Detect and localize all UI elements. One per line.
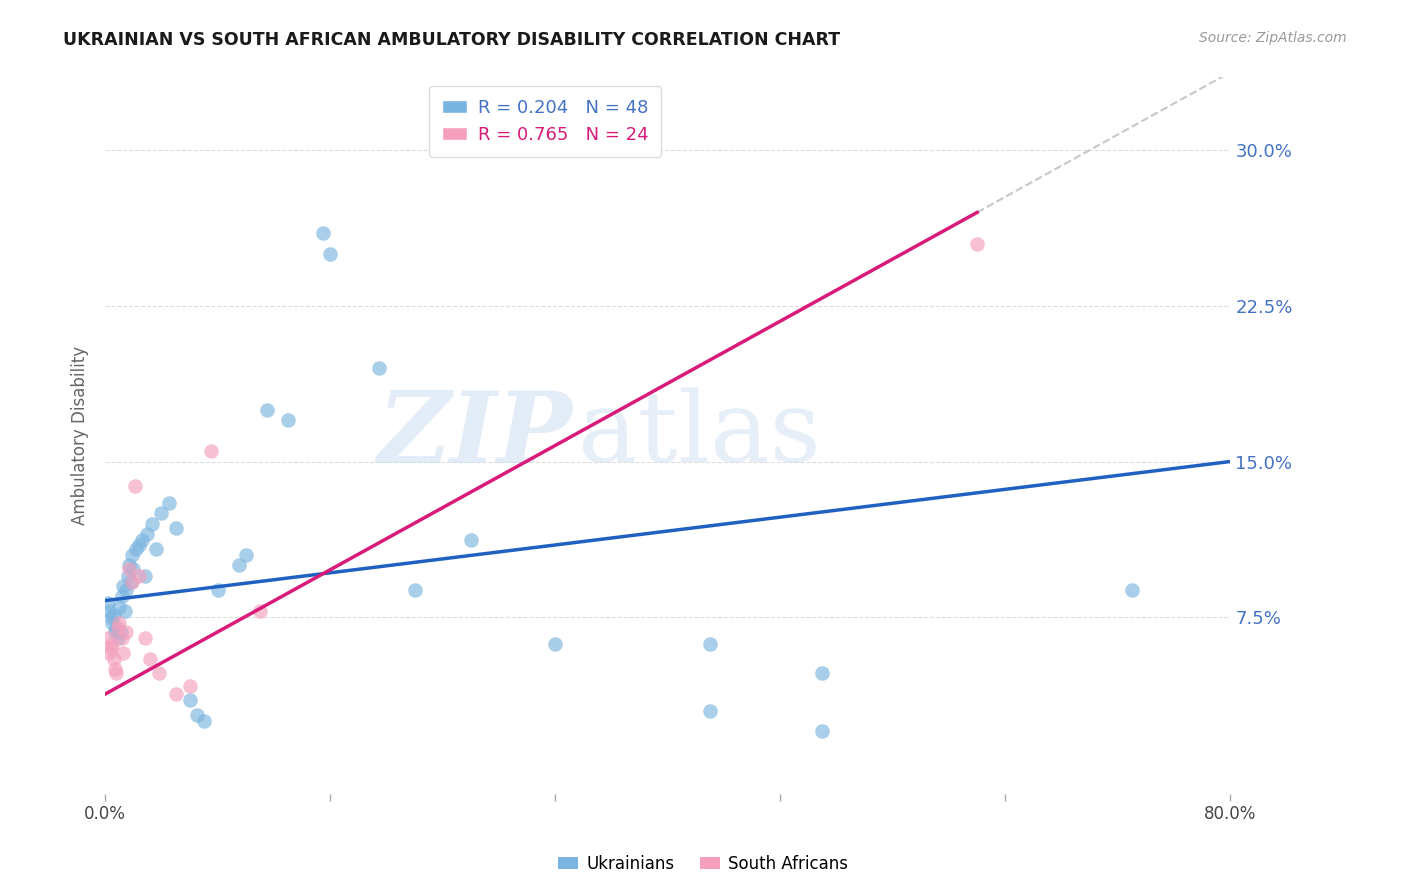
Point — [165, 687, 187, 701]
Point — [103, 608, 125, 623]
Point — [134, 631, 156, 645]
Point — [141, 516, 163, 531]
Point — [699, 637, 721, 651]
Point — [235, 548, 257, 562]
Text: Source: ZipAtlas.com: Source: ZipAtlas.com — [1199, 31, 1347, 45]
Point — [368, 361, 391, 376]
Point — [121, 548, 143, 562]
Point — [122, 562, 145, 576]
Point — [98, 646, 121, 660]
Text: ZIP: ZIP — [377, 387, 572, 483]
Point — [108, 599, 131, 614]
Text: UKRAINIAN VS SOUTH AFRICAN AMBULATORY DISABILITY CORRELATION CHART: UKRAINIAN VS SOUTH AFRICAN AMBULATORY DI… — [63, 31, 841, 49]
Point — [97, 631, 120, 645]
Point — [131, 533, 153, 548]
Point — [105, 621, 128, 635]
Point — [118, 558, 141, 573]
Point — [157, 496, 180, 510]
Point — [108, 616, 131, 631]
Point — [101, 637, 124, 651]
Point — [121, 574, 143, 589]
Point — [148, 666, 170, 681]
Point — [101, 616, 124, 631]
Point — [319, 247, 342, 261]
Point — [277, 413, 299, 427]
Legend: Ukrainians, South Africans: Ukrainians, South Africans — [551, 848, 855, 880]
Point — [100, 641, 122, 656]
Point — [105, 666, 128, 681]
Point — [124, 479, 146, 493]
Point — [165, 521, 187, 535]
Point — [200, 444, 222, 458]
Point — [966, 236, 988, 251]
Point — [139, 651, 162, 665]
Point — [110, 624, 132, 639]
Point — [207, 583, 229, 598]
Point — [128, 537, 150, 551]
Y-axis label: Ambulatory Disability: Ambulatory Disability — [72, 346, 89, 525]
Point — [811, 724, 834, 739]
Point — [103, 651, 125, 665]
Legend: R = 0.204   N = 48, R = 0.765   N = 24: R = 0.204 N = 48, R = 0.765 N = 24 — [429, 87, 661, 157]
Point — [111, 631, 134, 645]
Point — [460, 533, 482, 548]
Text: atlas: atlas — [578, 388, 821, 483]
Point — [117, 568, 139, 582]
Point — [111, 590, 134, 604]
Point — [125, 541, 148, 556]
Point — [179, 693, 201, 707]
Point — [134, 568, 156, 582]
Point — [312, 226, 335, 240]
Point — [1121, 583, 1143, 598]
Point — [118, 562, 141, 576]
Point — [186, 707, 208, 722]
Point — [104, 624, 127, 639]
Point — [104, 662, 127, 676]
Point — [107, 631, 129, 645]
Point — [193, 714, 215, 728]
Point — [114, 604, 136, 618]
Point — [112, 579, 135, 593]
Point — [128, 568, 150, 582]
Point — [150, 507, 173, 521]
Point — [228, 558, 250, 573]
Point — [404, 583, 426, 598]
Point — [112, 646, 135, 660]
Point — [256, 402, 278, 417]
Point — [544, 637, 567, 651]
Point — [107, 621, 129, 635]
Point — [179, 679, 201, 693]
Point — [98, 604, 121, 618]
Point — [811, 666, 834, 681]
Point — [120, 574, 142, 589]
Point — [100, 610, 122, 624]
Point — [136, 527, 159, 541]
Point — [97, 596, 120, 610]
Point — [115, 583, 138, 598]
Point — [145, 541, 167, 556]
Point — [699, 704, 721, 718]
Point — [115, 624, 138, 639]
Point — [249, 604, 271, 618]
